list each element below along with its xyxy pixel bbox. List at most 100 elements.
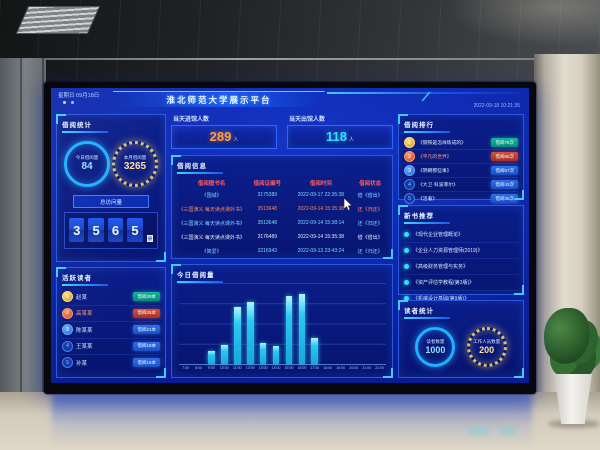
bar bbox=[298, 294, 306, 364]
stat-box: 118 人 bbox=[287, 125, 393, 149]
bar-column bbox=[373, 283, 386, 364]
plant-shadow bbox=[548, 420, 600, 428]
visitors-out-stat: 当天出馆人数 118 人 bbox=[287, 114, 393, 150]
borrow-count-badge: 借阅18本 bbox=[133, 341, 160, 351]
middle-column: 当天进馆人数 289 人 当天出馆人数 118 人 bbox=[171, 114, 393, 378]
led-display-wall: 星期日 09月18日 淮北师范大学展示平台 2022-09-18 10:21:3… bbox=[44, 82, 536, 394]
card-number: 3176489 bbox=[257, 234, 278, 240]
page-title: 淮北师范大学展示平台 bbox=[166, 94, 272, 105]
dashboard: 星期日 09月18日 淮北师范大学展示平台 2022-09-18 10:21:3… bbox=[51, 88, 529, 383]
x-tick-label: 14:00 bbox=[271, 366, 281, 370]
borrow-status: 还《归还》 bbox=[357, 206, 383, 213]
plant-pot bbox=[554, 374, 592, 424]
today-borrow-donut: 今日借阅量 84 bbox=[64, 141, 110, 187]
table-row: 《三国演义 每天读点课外书》 3513648 2022-09-14 15:35:… bbox=[177, 202, 387, 216]
dashboard-body: 借阅统计 今日借阅量 84 本月借阅量 3265 总访问量 bbox=[56, 114, 524, 378]
bar-column bbox=[192, 283, 205, 364]
reader-circles: 读者数量 1000 工作人员数量 200 bbox=[404, 327, 518, 367]
rank-3-medal-icon: 3 bbox=[62, 324, 73, 336]
bullet-dot-icon bbox=[404, 296, 409, 301]
bar-column bbox=[270, 283, 283, 364]
stat-unit: 人 bbox=[348, 137, 354, 143]
month-borrow-donut: 本月借阅量 3265 bbox=[112, 141, 158, 187]
bar-column bbox=[321, 283, 334, 364]
borrow-status: 借《借出》 bbox=[357, 234, 383, 241]
book-title: 《三国演义 每天读点课外书》 bbox=[178, 234, 245, 241]
reader-name: 王某某 bbox=[76, 344, 93, 351]
reader-rank-row: 1 赵某 借阅29本 bbox=[62, 289, 160, 306]
reader-rank-row: 2 高某某 借阅25本 bbox=[62, 306, 160, 322]
card-number: 3513648 bbox=[257, 206, 278, 212]
borrow-circles: 今日借阅量 84 本月借阅量 3265 bbox=[62, 141, 160, 187]
bullet-dot-icon bbox=[404, 232, 409, 237]
x-tick-label: 15:00 bbox=[284, 366, 294, 370]
donut-value: 3265 bbox=[123, 161, 147, 172]
book-title: 《简爱》 bbox=[201, 248, 222, 255]
book-title: 《平凡的世界》 bbox=[418, 155, 452, 160]
title-banner: 淮北师范大学展示平台 bbox=[113, 91, 325, 107]
panel-title: 今日借阅量 bbox=[177, 269, 387, 283]
book-title: 《围城》 bbox=[201, 192, 222, 199]
rank-4-badge-icon: 4 bbox=[62, 340, 73, 352]
stat-unit: 人 bbox=[233, 137, 239, 143]
book-title: 《现代企业管理概论》 bbox=[413, 232, 464, 238]
mouse-cursor bbox=[343, 197, 353, 216]
book-title: 《高级财务管理与实务》 bbox=[413, 264, 469, 270]
new-book-row: 《企业人力资源管理师(2019)》 bbox=[404, 243, 518, 259]
x-tick-label: 13:00 bbox=[258, 366, 268, 370]
table-row: 《三国演义 每天读点课外书》 3176489 2022-09-14 15:35:… bbox=[177, 230, 387, 244]
air-vent bbox=[15, 6, 101, 34]
rank-5-badge-icon: 5 bbox=[62, 357, 73, 369]
rank-5-badge-icon: 5 bbox=[404, 193, 415, 204]
readers-donut: 读者数量 1000 bbox=[415, 327, 456, 367]
borrow-count-badge: 借阅29本 bbox=[133, 292, 160, 302]
header-date: 星期日 09月18日 bbox=[58, 93, 100, 99]
bar-chart: 7:00 8:00 9:00 10:00 11:00 12:00 13:00 14:00 15:… bbox=[179, 283, 386, 373]
book-title: 《机械设计基础(第9版)》 bbox=[413, 296, 470, 302]
borrow-count-badge: 借阅36次 bbox=[491, 194, 518, 203]
book-title: 《资产评估学教程(第3版)》 bbox=[413, 280, 475, 286]
book-rank-row: 1 《钢铁是怎样炼成的》 借阅78次 bbox=[404, 136, 518, 150]
borrow-count-badge: 借阅57次 bbox=[491, 166, 518, 175]
today-borrow-chart-panel: 今日借阅量 7:00 8:00 9:00 10:00 11:00 12:00 13:00 14… bbox=[171, 264, 393, 378]
borrow-count-badge: 借阅43次 bbox=[491, 180, 518, 189]
new-book-row: 《机械设计基础(第9版)》 bbox=[404, 291, 518, 306]
counter-digit: 3 bbox=[69, 218, 85, 242]
reader-name: 高某某 bbox=[76, 311, 93, 318]
donut-label: 工作人员数量 bbox=[473, 338, 501, 344]
rank-3-medal-icon: 3 bbox=[404, 165, 415, 176]
flip-counter: 3 5 6 5 册 bbox=[64, 212, 158, 249]
panel-title: 借阅统计 bbox=[62, 119, 160, 133]
bar bbox=[311, 338, 319, 364]
x-tick-label: 8:00 bbox=[195, 366, 202, 370]
book-title: 《活着》 bbox=[418, 197, 438, 202]
bar-column bbox=[179, 283, 192, 364]
rank-2-medal-icon: 2 bbox=[404, 151, 415, 162]
borrow-stats-panel: 借阅统计 今日借阅量 84 本月借阅量 3265 总访问量 bbox=[56, 114, 166, 262]
header-deco-notch bbox=[399, 92, 431, 101]
reader-rank-row: 4 王某某 借阅18本 bbox=[62, 339, 160, 355]
counter-digit: 5 bbox=[127, 218, 143, 242]
table-row: 《三国演义 每天读点课外书》 3513648 2022-09-14 15:38:… bbox=[177, 216, 387, 230]
x-tick-label: 10:00 bbox=[219, 366, 229, 370]
stat-label: 当天进馆人数 bbox=[173, 117, 210, 123]
bar bbox=[246, 302, 254, 364]
bar bbox=[220, 344, 228, 364]
bar-column bbox=[308, 283, 321, 364]
panel-title: 读者统计 bbox=[404, 305, 518, 319]
reader-name: 陈某某 bbox=[76, 327, 93, 334]
visitors-in-stat: 当天进馆人数 289 人 bbox=[171, 114, 277, 150]
borrow-status: 还《归还》 bbox=[357, 248, 383, 255]
bar bbox=[259, 342, 267, 364]
counter-digit: 5 bbox=[88, 218, 104, 242]
borrow-time: 2022-09-14 15:38:14 bbox=[297, 220, 345, 226]
donut-label: 读者数量 bbox=[426, 338, 445, 344]
panel-title: 借阅信息 bbox=[177, 160, 387, 174]
new-books-list: 《现代企业管理概论》 《企业人力资源管理师(2019)》 《高级财务管理与实务》 bbox=[404, 227, 518, 306]
book-rank-row: 4 《大卫·科波菲尔》 借阅43次 bbox=[404, 178, 518, 192]
book-title: 《企业人力资源管理师(2019)》 bbox=[413, 248, 483, 254]
donut-label: 本月借阅量 bbox=[123, 155, 147, 160]
table-row: 《简爱》 3216943 2022-09-13 23:43:24 还《归还》 bbox=[177, 244, 387, 258]
card-number: 3513648 bbox=[257, 220, 278, 226]
